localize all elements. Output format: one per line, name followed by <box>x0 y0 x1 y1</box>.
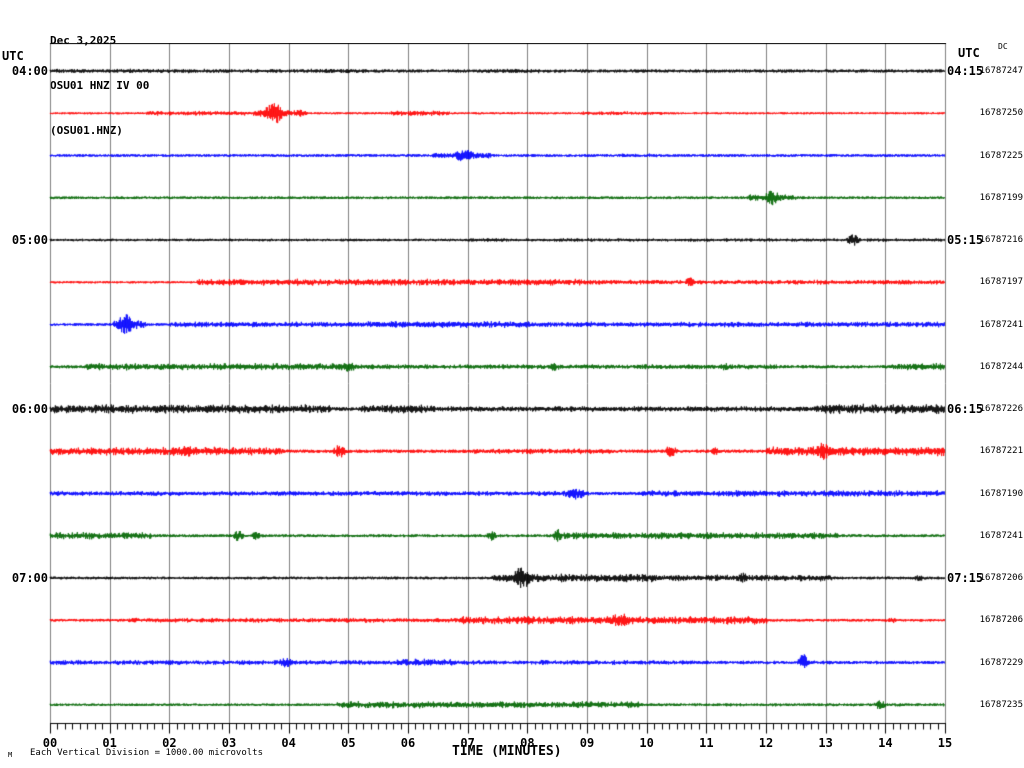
x-axis-tick-label: 01 <box>102 736 117 750</box>
x-axis-tick-label: 09 <box>579 736 595 750</box>
right-hour-label: 07:15 <box>947 571 984 585</box>
dc-value: 16787241 <box>979 530 1023 541</box>
dc-value: 16787225 <box>979 150 1023 161</box>
right-hour-label: 06:15 <box>947 402 984 416</box>
left-hour-label: 05:00 <box>11 233 48 247</box>
left-hour-label: 07:00 <box>11 571 48 585</box>
x-axis-tick-label: 02 <box>162 736 177 750</box>
right-axis-utc-header: UTC <box>958 46 980 60</box>
left-hour-label: 06:00 <box>11 402 48 416</box>
x-axis-tick-label: 12 <box>758 736 774 750</box>
dc-value: 16787221 <box>979 446 1023 457</box>
x-axis-tick-label: 04 <box>281 736 296 750</box>
dc-value: 16787229 <box>979 657 1023 668</box>
x-axis-tick-label: 14 <box>878 736 893 750</box>
dc-value: 16787244 <box>979 361 1023 372</box>
right-hour-label: 04:15 <box>947 64 984 78</box>
seismogram-plot <box>44 43 951 735</box>
dc-value: 16787241 <box>979 319 1023 330</box>
dc-value: 16787197 <box>979 277 1023 288</box>
right-hour-label: 05:15 <box>947 233 984 247</box>
left-axis-utc-header: UTC <box>2 49 24 63</box>
dc-value: 16787247 <box>979 66 1023 76</box>
dc-value: 16787250 <box>979 108 1023 119</box>
footer-logo: M <box>8 751 13 759</box>
x-axis-tick-label: 03 <box>221 736 237 750</box>
x-axis-tick-label: 08 <box>520 736 535 750</box>
dc-value: 16787206 <box>979 573 1023 583</box>
x-axis-tick-label: 10 <box>639 736 654 750</box>
x-axis-tick-label: 13 <box>818 736 833 750</box>
x-axis-tick-label: 15 <box>937 736 953 750</box>
left-hour-label: 04:00 <box>11 64 48 78</box>
dc-value: 16787199 <box>979 192 1023 203</box>
x-axis-tick-label: 00 <box>42 736 58 750</box>
scale-note: Each Vertical Division = 1000.00 microvo… <box>30 748 263 758</box>
dc-value: 16787190 <box>979 488 1023 499</box>
dc-value: 16787226 <box>979 404 1023 414</box>
x-axis-tick-label: 05 <box>341 736 356 750</box>
x-axis-tick-label: 06 <box>400 736 416 750</box>
dc-value: 16787216 <box>979 235 1023 245</box>
dc-column-header: DC <box>998 42 1008 51</box>
x-axis-title: TIME (MINUTES) <box>452 744 562 759</box>
x-axis-tick-label: 07 <box>460 736 475 750</box>
dc-value: 16787235 <box>979 699 1023 710</box>
dc-value: 16787206 <box>979 615 1023 626</box>
x-axis-tick-label: 11 <box>699 736 714 750</box>
